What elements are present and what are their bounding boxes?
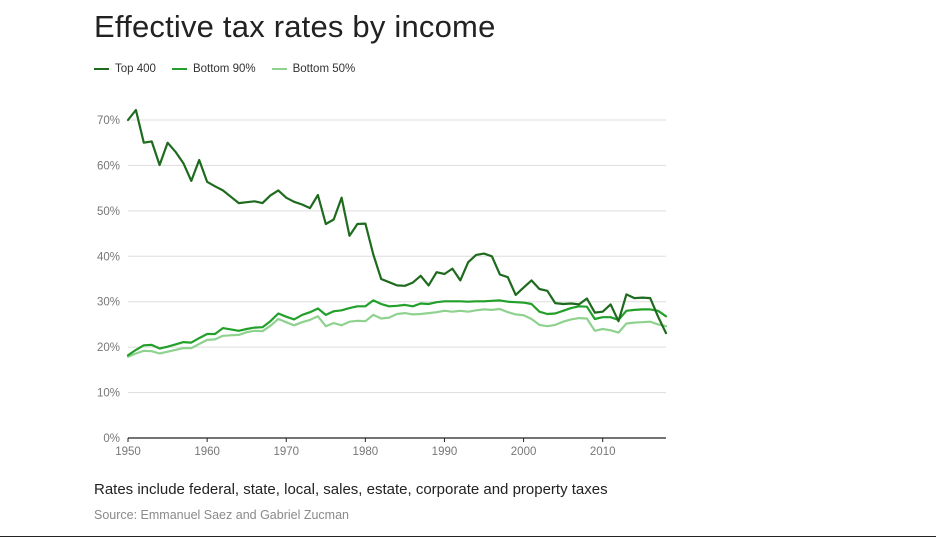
series-line-top-400 [126, 108, 668, 335]
y-tick-label-0: 0% [103, 433, 120, 445]
x-tick-label-1950: 1950 [115, 446, 141, 458]
legend-label-bottom-50: Bottom 50% [292, 63, 356, 75]
x-tick-label-1960: 1960 [194, 446, 220, 458]
legend-swatch-bottom-50 [271, 68, 287, 70]
series-line-bottom-90 [126, 299, 668, 357]
series-line-bottom-50 [126, 307, 668, 358]
chart-title: Effective tax rates by income [94, 9, 496, 44]
chart-note: Rates include federal, state, local, sal… [94, 481, 608, 498]
chart-source: Source: Emmanuel Saez and Gabriel Zucman [94, 508, 349, 522]
x-tick-label-1990: 1990 [432, 446, 458, 458]
legend-swatch-top-400 [94, 68, 109, 70]
y-tick-label-10: 10% [97, 388, 120, 400]
y-tick-label-20: 20% [97, 342, 120, 354]
chart-legend: Top 400 Bottom 90% Bottom 50% [94, 61, 371, 77]
y-tick-label-30: 30% [97, 297, 120, 309]
x-tick-label-1980: 1980 [353, 446, 379, 458]
x-tick-label-1970: 1970 [273, 446, 299, 458]
x-tick-label-2010: 2010 [590, 446, 616, 458]
legend-item-bottom-50: Bottom 50% [271, 63, 356, 75]
legend-label-top-400: Top 400 [115, 63, 156, 75]
legend-swatch-bottom-90 [171, 68, 187, 70]
bottom-divider [0, 536, 936, 537]
legend-label-bottom-90: Bottom 90% [192, 63, 256, 75]
legend-item-bottom-90: Bottom 90% [171, 63, 256, 75]
legend-item-top-400: Top 400 [94, 63, 156, 75]
x-tick-label-2000: 2000 [511, 446, 537, 458]
y-tick-label-60: 60% [97, 160, 120, 172]
y-tick-label-40: 40% [97, 251, 120, 263]
y-tick-label-50: 50% [97, 206, 120, 218]
y-tick-label-70: 70% [97, 115, 120, 127]
